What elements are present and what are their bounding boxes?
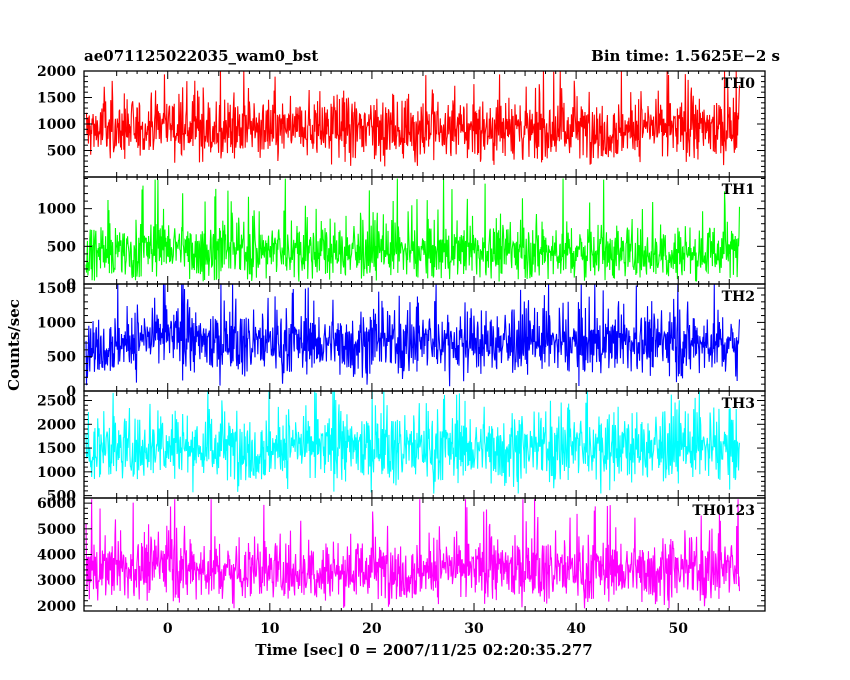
light-curve-traces	[85, 71, 741, 609]
x-tick-label: 50	[668, 621, 688, 637]
chart-title: ae071125022035_wam0_bst	[84, 47, 318, 65]
x-tick-label: 0	[163, 621, 173, 637]
panel-label-th2: TH2	[722, 289, 755, 305]
axis-ticks	[84, 71, 765, 611]
y-tick-label: 1000	[37, 465, 76, 481]
y-tick-label: 3000	[37, 573, 76, 589]
y-tick-label: 500	[47, 144, 76, 160]
y-tick-label: 1000	[37, 202, 76, 218]
y-tick-label: 0	[66, 384, 76, 400]
trace-th1	[85, 178, 741, 282]
y-tick-label: 1000	[37, 117, 76, 133]
panel-names: TH0 TH1 TH2 TH3 TH0123	[692, 76, 755, 519]
y-axis-label: Counts/sec	[5, 299, 23, 391]
x-tick-label: 30	[464, 621, 484, 637]
tick-labels: 5001000150020000500100005001000150050010…	[37, 64, 688, 637]
y-tick-label: 1000	[37, 315, 76, 331]
y-tick-label: 1500	[37, 91, 76, 107]
panel-label-th0: TH0	[722, 76, 756, 92]
x-tick-label: 20	[362, 621, 382, 637]
y-tick-label: 2000	[37, 64, 76, 80]
x-axis-label: Time [sec] 0 = 2007/11/25 02:20:35.277	[255, 641, 592, 659]
trace-th3	[85, 391, 741, 494]
y-tick-label: 1500	[37, 441, 76, 457]
y-tick-label: 500	[47, 239, 76, 255]
panel-label-th0123: TH0123	[692, 503, 755, 519]
y-tick-label: 2500	[37, 394, 76, 410]
y-tick-label: 2000	[37, 599, 76, 615]
bin-time-label: Bin time: 1.5625E−2 s	[591, 47, 780, 65]
y-tick-label: 4000	[37, 548, 76, 564]
panel-label-th1: TH1	[722, 182, 755, 198]
trace-th0123	[85, 499, 741, 609]
y-tick-label: 6000	[37, 496, 76, 512]
trace-th2	[85, 284, 741, 387]
x-tick-label: 40	[566, 621, 586, 637]
y-tick-label: 500	[47, 489, 76, 505]
x-tick-label: 10	[260, 621, 280, 637]
y-tick-label: 1500	[37, 281, 76, 297]
y-tick-label: 0	[66, 277, 76, 293]
y-tick-label: 2000	[37, 417, 76, 433]
y-tick-label: 5000	[37, 522, 76, 538]
trace-th0	[85, 71, 741, 167]
y-tick-label: 500	[47, 350, 76, 366]
panel-label-th3: TH3	[722, 396, 755, 412]
